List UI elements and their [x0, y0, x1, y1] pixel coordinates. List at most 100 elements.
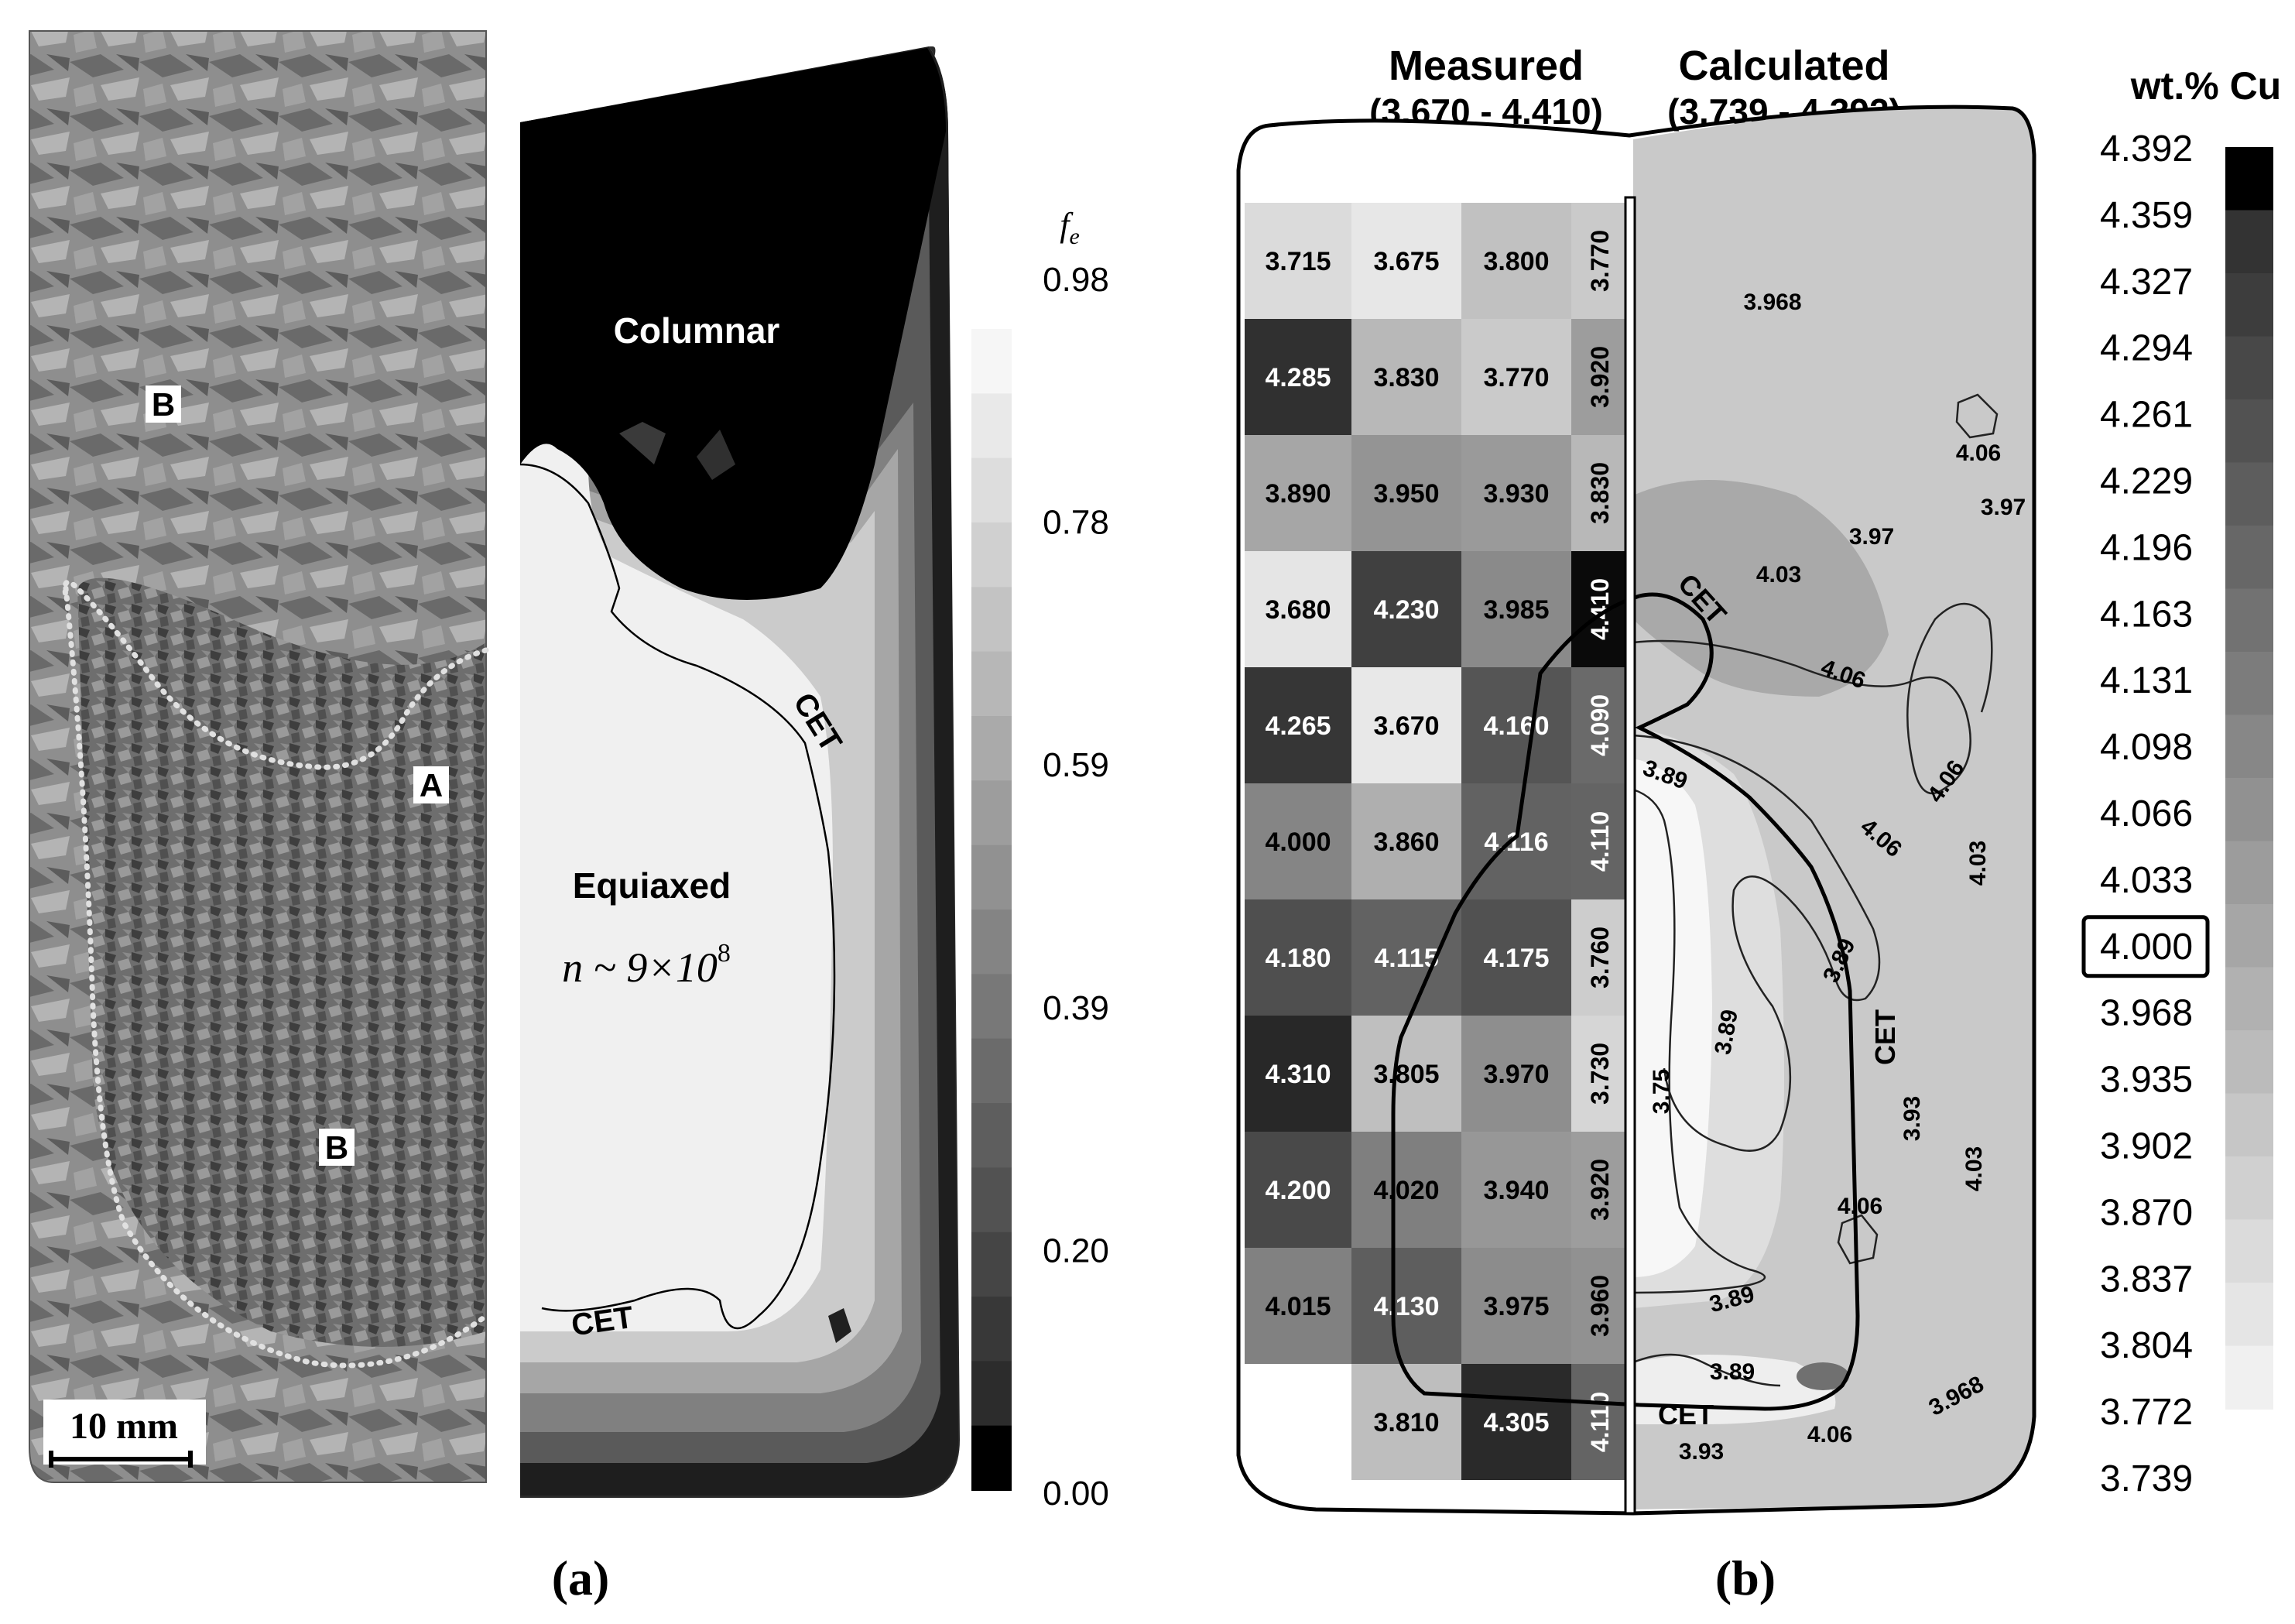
fe-colorbar-tick-label: 0.59	[1043, 746, 1109, 784]
cu-legend-step	[2225, 967, 2273, 1031]
cu-legend-tick-label: 4.359	[2100, 195, 2193, 236]
fe-colorbar-step	[971, 651, 1012, 717]
fe-colorbar-step	[971, 457, 1012, 523]
measured-calculated-divider	[1624, 196, 1636, 1515]
measured-cell	[1571, 667, 1627, 783]
contour-label: 4.03	[1961, 1146, 1987, 1191]
cu-legend-step	[2225, 652, 2273, 716]
fe-colorbar-step	[971, 1167, 1012, 1233]
cu-legend-step	[2225, 1156, 2273, 1221]
measured-value: 4.000	[1265, 827, 1331, 857]
measured-value: 3.975	[1483, 1292, 1549, 1321]
scale-bar	[49, 1451, 193, 1468]
cu-legend-step	[2225, 904, 2273, 968]
measured-value: 4.130	[1373, 1292, 1439, 1321]
fe-colorbar-step	[971, 845, 1012, 910]
measured-cell	[1571, 551, 1627, 667]
measured-value: 3.830	[1586, 462, 1614, 524]
measured-value: 3.760	[1586, 927, 1614, 988]
cu-legend-step	[2225, 1030, 2273, 1095]
cu-legend-tick-label: 4.000	[2100, 927, 2193, 968]
fe-contour-map: Columnar Equiaxed n ~ 9×108 CET CET	[519, 46, 960, 1498]
measured-value: 4.110	[1586, 811, 1614, 872]
measured-value: 3.805	[1373, 1060, 1439, 1089]
measured-value: 4.230	[1373, 595, 1439, 625]
cu-legend-tick-label: 3.837	[2100, 1259, 2193, 1300]
contour-label: 4.06	[1807, 1422, 1852, 1448]
measured-value: 3.830	[1373, 363, 1439, 392]
measured-cell	[1461, 783, 1571, 899]
measured-value: 3.985	[1483, 595, 1549, 625]
fe-colorbar-step	[971, 1038, 1012, 1104]
cu-legend-step	[2225, 1283, 2273, 1347]
cu-legend-step	[2225, 1219, 2273, 1283]
contour-label: 4.03	[1756, 562, 1801, 588]
measured-cell	[1351, 319, 1461, 435]
grain-density-label: n ~ 9×108	[562, 939, 731, 991]
measured-cell	[1351, 1364, 1461, 1480]
cu-legend-step	[2225, 273, 2273, 337]
measured-cell	[1245, 1132, 1351, 1248]
calculated-title: Calculated	[1678, 43, 1889, 89]
measured-cell	[1571, 319, 1627, 435]
measured-value: 3.890	[1265, 479, 1331, 509]
fe-colorbar-step	[971, 910, 1012, 975]
contour-label: 4.03	[1965, 841, 1991, 886]
cu-legend-step	[2225, 210, 2273, 274]
cu-legend-tick-label: 3.968	[2100, 993, 2193, 1034]
measured-value: 4.265	[1265, 711, 1331, 741]
cu-legend-tick-label: 4.163	[2100, 594, 2193, 635]
measured-value: 3.770	[1483, 363, 1549, 392]
measured-value: 4.160	[1483, 711, 1549, 741]
cu-legend-tick-label: 4.098	[2100, 727, 2193, 768]
measured-cell	[1461, 435, 1571, 551]
cu-legend-tick-label: 3.772	[2100, 1392, 2193, 1433]
cu-legend-tick-label: 4.261	[2100, 395, 2193, 436]
columnar-label: Columnar	[614, 310, 780, 351]
measured-value: 3.950	[1373, 479, 1439, 509]
measured-value: 3.730	[1586, 1043, 1614, 1105]
cu-legend-tick-label: 3.935	[2100, 1060, 2193, 1101]
cu-legend-tick-label: 4.066	[2100, 793, 2193, 834]
measured-cell	[1571, 1364, 1627, 1480]
cu-legend-tick-label: 4.196	[2100, 527, 2193, 568]
measured-cell	[1571, 899, 1627, 1016]
highlight-box	[2081, 915, 2210, 978]
measured-cell	[1351, 667, 1461, 783]
panel-b: Measured (3.670 - 4.410) Calculated (3.7…	[1236, 43, 2281, 1605]
cu-legend-tick-label: 4.327	[2100, 262, 2193, 303]
measured-cell	[1245, 203, 1351, 319]
region-label-b-bottom: B	[325, 1129, 348, 1166]
cu-legend-step	[2225, 1093, 2273, 1157]
fe-colorbar-step	[971, 974, 1012, 1040]
measured-value: 4.115	[1374, 944, 1438, 973]
contour-label: 4.06	[1838, 1194, 1882, 1219]
measured-value: 4.020	[1373, 1176, 1439, 1205]
cu-legend-tick-label: 4.033	[2100, 860, 2193, 901]
cu-legend-tick-label: 3.870	[2100, 1192, 2193, 1233]
measured-cell	[1461, 667, 1571, 783]
fe-colorbar-step	[971, 1297, 1012, 1362]
measured-value: 3.970	[1483, 1060, 1549, 1089]
fe-colorbar-tick-label: 0.39	[1043, 989, 1109, 1027]
measured-title: Measured	[1389, 43, 1584, 89]
contour-label: 3.75	[1649, 1069, 1674, 1114]
measured-cell	[1351, 783, 1461, 899]
measured-cell	[1351, 1248, 1461, 1364]
measured-value: 3.960	[1586, 1275, 1614, 1337]
contour-label: 3.968	[1743, 290, 1801, 315]
cu-legend-tick-label: 3.804	[2100, 1325, 2193, 1366]
fe-colorbar-tick-label: 0.20	[1043, 1232, 1109, 1269]
fe-colorbar-step	[971, 1425, 1012, 1491]
casting-outline	[1236, 104, 2036, 1516]
calculated-contour-lines	[1632, 393, 1999, 1387]
measured-value: 3.670	[1373, 711, 1439, 741]
measured-cell	[1351, 435, 1461, 551]
calculated-map: 3.9684.063.973.974.034.064.064.064.033.8…	[1392, 107, 2034, 1509]
measured-value: 4.015	[1265, 1292, 1331, 1321]
fe-colorbar-tick-label: 0.78	[1043, 504, 1109, 542]
measured-cell	[1461, 203, 1571, 319]
cu-legend-step	[2225, 336, 2273, 400]
measured-cell	[1245, 667, 1351, 783]
measured-value: 3.930	[1483, 479, 1549, 509]
